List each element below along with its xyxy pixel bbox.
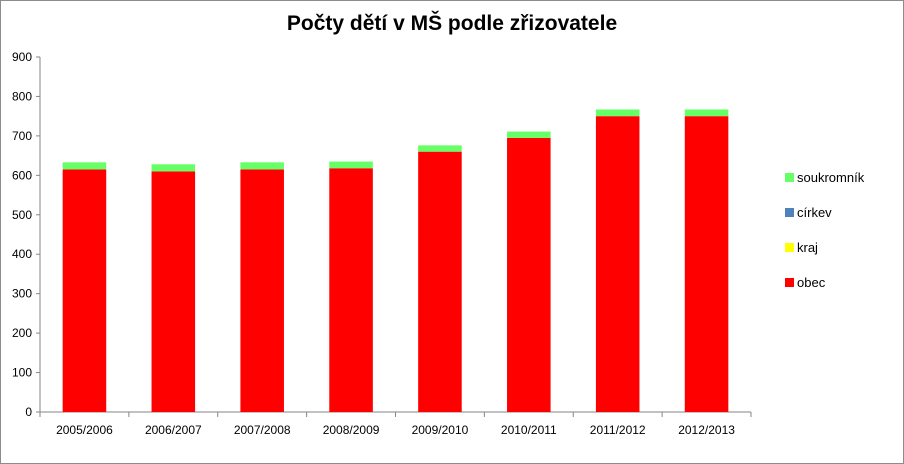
legend-swatch-církev: [785, 208, 794, 217]
legend-label-kraj: kraj: [797, 240, 818, 255]
y-tick-label: 500: [12, 208, 32, 222]
bar-soukromník: [151, 164, 196, 172]
y-tick-label: 0: [25, 405, 32, 419]
x-tick-label: 2007/2008: [234, 423, 291, 437]
y-tick-label: 800: [12, 89, 32, 103]
legend-label-obec: obec: [797, 275, 826, 290]
bar-obec: [684, 116, 729, 413]
y-tick-label: 700: [12, 129, 32, 143]
y-tick-label: 100: [12, 366, 32, 380]
bar-soukromník: [507, 131, 551, 138]
legend-label-soukromník: soukromník: [797, 170, 865, 185]
bar-obec: [62, 169, 107, 412]
bar-obec: [507, 137, 551, 412]
bar-soukromník: [329, 161, 373, 169]
x-tick-label: 2008/2009: [323, 423, 380, 437]
bar-obec: [151, 171, 196, 412]
bar-soukromník: [684, 109, 729, 117]
y-tick-label: 300: [12, 287, 32, 301]
bar-soukromník: [240, 162, 284, 170]
y-tick-label: 200: [12, 326, 32, 340]
bar-soukromník: [418, 145, 462, 152]
legend-label-církev: církev: [797, 205, 832, 220]
bar-obec: [418, 151, 462, 412]
bar-obec: [240, 169, 284, 412]
legend-swatch-soukromník: [785, 173, 794, 182]
x-tick-label: 2005/2006: [56, 423, 113, 437]
x-tick-label: 2010/2011: [501, 423, 557, 437]
y-tick-label: 900: [12, 50, 32, 64]
legend-swatch-obec: [785, 278, 794, 287]
x-tick-label: 2012/2013: [678, 423, 735, 437]
chart-title: Počty dětí v MŠ podle zřizovatele: [286, 12, 618, 35]
legend-swatch-kraj: [785, 243, 794, 252]
bar-obec: [595, 116, 640, 413]
bar-soukromník: [62, 162, 107, 170]
bar-soukromník: [595, 109, 640, 117]
x-tick-label: 2006/2007: [145, 423, 202, 437]
y-tick-label: 600: [12, 168, 32, 182]
y-tick-label: 400: [12, 247, 32, 261]
x-tick-label: 2009/2010: [412, 423, 469, 437]
bar-obec: [329, 168, 373, 412]
x-tick-label: 2011/2012: [590, 423, 646, 437]
